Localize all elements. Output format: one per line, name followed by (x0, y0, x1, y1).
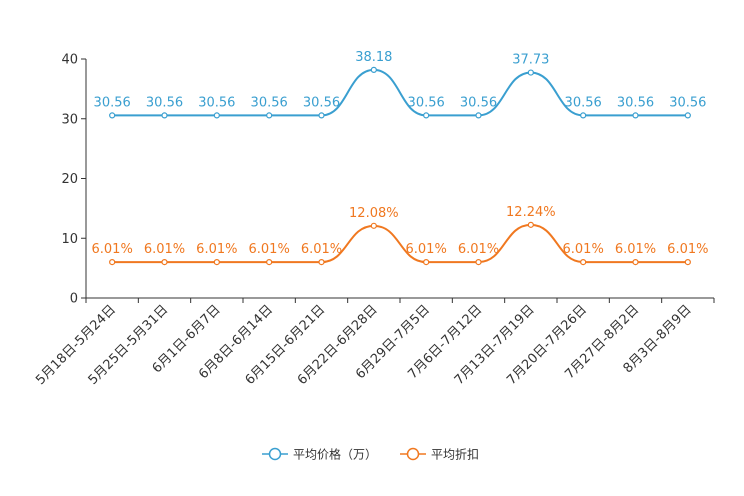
series-2: 6.01% 6.01% 6.01% 6.01% 6.01% 12.08% 6.01% 6.01… (92, 205, 708, 266)
data-point[interactable] (527, 69, 534, 76)
data-point[interactable] (475, 112, 482, 119)
y-tick-label: 30 (61, 112, 78, 127)
data-label: 30.56 (251, 95, 288, 110)
data-label: 6.01% (144, 242, 185, 257)
data-point[interactable] (632, 112, 639, 119)
series-1: 30.56 30.56 30.56 30.56 30.56 38.18 30.56 30.56… (94, 50, 706, 119)
y-tick-label: 10 (61, 232, 78, 247)
legend-label: 平均折扣 (431, 447, 479, 462)
data-label: 12.24% (506, 205, 556, 220)
legend-item-1[interactable]: 平均价格（万） (262, 447, 377, 462)
data-point[interactable] (527, 221, 534, 228)
data-label: 38.18 (355, 50, 392, 65)
data-point[interactable] (318, 112, 325, 119)
data-label: 30.56 (146, 95, 183, 110)
legend[interactable]: 平均价格（万） 平均折扣 (262, 447, 479, 462)
data-point[interactable] (109, 112, 116, 119)
data-point[interactable] (580, 112, 587, 119)
data-label: 30.56 (565, 95, 602, 110)
data-label: 6.01% (458, 242, 499, 257)
data-label: 6.01% (301, 242, 342, 257)
data-label: 12.08% (349, 206, 399, 221)
data-label: 30.56 (408, 95, 445, 110)
data-label: 30.56 (460, 95, 497, 110)
data-label: 30.56 (303, 95, 340, 110)
data-point[interactable] (370, 222, 377, 229)
y-tick-label: 40 (61, 53, 78, 68)
data-point[interactable] (266, 258, 273, 266)
data-label: 30.56 (94, 95, 131, 110)
data-label: 37.73 (512, 53, 549, 68)
data-label: 6.01% (249, 242, 290, 257)
legend-marker-icon (268, 447, 282, 461)
data-label: 6.01% (615, 242, 656, 257)
data-label: 6.01% (406, 242, 447, 257)
data-point[interactable] (423, 258, 430, 266)
legend-item-2[interactable]: 平均折扣 (400, 447, 479, 462)
data-label: 30.56 (617, 95, 654, 110)
data-point[interactable] (161, 258, 168, 266)
data-point[interactable] (109, 258, 116, 266)
data-label: 30.56 (198, 95, 235, 110)
data-point[interactable] (318, 258, 325, 266)
data-point[interactable] (580, 258, 587, 266)
data-label: 6.01% (667, 242, 708, 257)
data-point[interactable] (684, 112, 691, 119)
data-point[interactable] (632, 258, 639, 266)
legend-label: 平均价格（万） (293, 447, 377, 462)
data-point[interactable] (423, 112, 430, 119)
data-point[interactable] (161, 112, 168, 119)
data-label: 6.01% (196, 242, 237, 257)
data-point[interactable] (370, 66, 377, 73)
data-point[interactable] (213, 258, 220, 266)
data-point[interactable] (266, 112, 273, 119)
data-point[interactable] (213, 112, 220, 119)
legend-marker-icon (406, 447, 420, 461)
data-point[interactable] (684, 258, 691, 266)
data-label: 30.56 (669, 95, 706, 110)
y-tick-label: 20 (61, 172, 78, 187)
data-label: 6.01% (563, 242, 604, 257)
series-layer: 30.56 30.56 30.56 30.56 30.56 38.18 30.56 30.56… (92, 50, 708, 266)
data-point[interactable] (475, 258, 482, 266)
data-label: 6.01% (92, 242, 133, 257)
y-tick-label: 0 (70, 292, 78, 307)
